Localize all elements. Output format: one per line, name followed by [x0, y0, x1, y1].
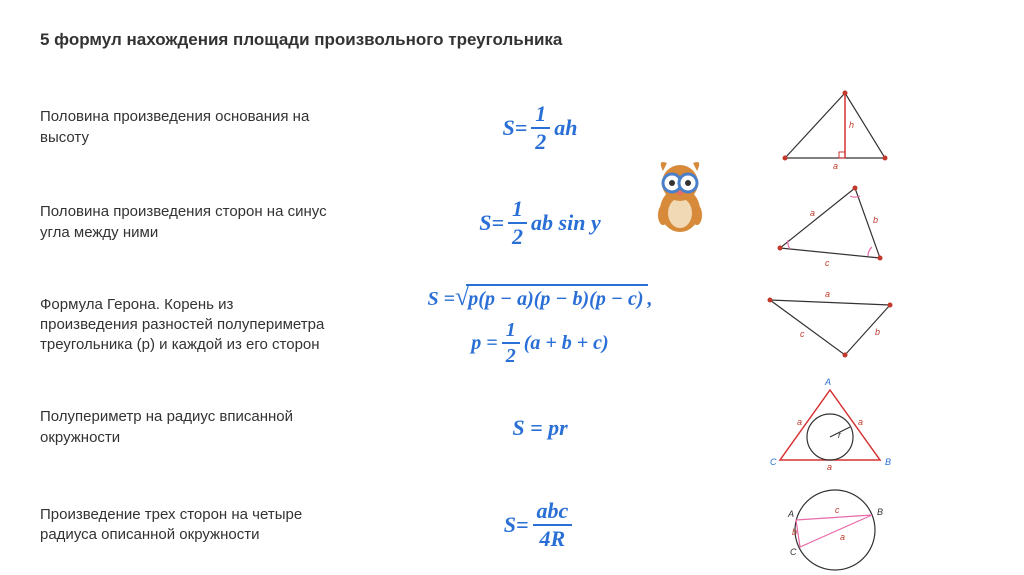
f3-p-pref: p = — [471, 332, 497, 355]
diagram-1: h a — [730, 83, 930, 173]
f3-frac: 1 2 — [502, 320, 520, 366]
f1-S: S — [502, 115, 514, 141]
diagram-4: A B C a a a r — [730, 380, 930, 475]
row-circumradius: Произведение трех сторон на четыре радиу… — [40, 475, 984, 575]
d5-C: C — [790, 547, 797, 557]
formula-5: S = abc 4R — [350, 500, 730, 550]
desc-4: Полупериметр на радиус вписанной окружно… — [40, 407, 350, 448]
formula-1: S = 1 2 ah — [350, 103, 730, 153]
f5-den: 4R — [536, 526, 570, 550]
f2-num: 1 — [508, 198, 527, 224]
d4-C: C — [770, 457, 777, 467]
formula-4: S = pr — [350, 415, 730, 441]
desc-5: Произведение трех сторон на четыре радиу… — [40, 505, 350, 546]
d2-b: b — [873, 215, 878, 225]
desc-1: Половина произведения основания на высот… — [40, 107, 350, 148]
diagram-2: a b c — [730, 178, 930, 268]
d4-A: A — [824, 377, 831, 387]
d5-A: A — [787, 509, 794, 519]
row-inradius: Полупериметр на радиус вписанной окружно… — [40, 380, 984, 475]
f3-sqrt-body: p(p − a)(p − b)(p − c) — [466, 284, 647, 314]
f5-frac: abc 4R — [533, 500, 573, 550]
formula-rows: Половина произведения основания на высот… — [40, 80, 984, 575]
d5-c: c — [835, 505, 840, 515]
row-sine: Половина произведения сторон на синус уг… — [40, 175, 984, 270]
f1-tail: ah — [554, 115, 577, 141]
d5-b: b — [792, 527, 797, 537]
f3-num: 1 — [502, 320, 520, 344]
f3-sqrt: √ p(p − a)(p − b)(p − c) — [455, 284, 647, 314]
d2-c: c — [825, 258, 830, 268]
f2-frac: 1 2 — [508, 198, 527, 248]
f5-num: abc — [533, 500, 573, 526]
f1-den: 2 — [531, 129, 550, 153]
f3-den: 2 — [502, 344, 520, 366]
d5-a: a — [840, 532, 845, 542]
desc-3: Формула Герона. Корень из произведения р… — [40, 295, 350, 356]
d3-a: a — [825, 289, 830, 299]
f2-S: S — [479, 210, 491, 236]
d1-h: h — [849, 120, 854, 130]
d4-a3: a — [827, 462, 832, 472]
d3-b: b — [875, 327, 880, 337]
d4-B: B — [885, 457, 891, 467]
d1-a: a — [833, 161, 838, 171]
f4-body: S = pr — [512, 415, 567, 441]
d4-a2: a — [858, 417, 863, 427]
desc-2: Половина произведения сторон на синус уг… — [40, 202, 350, 243]
f3-suff: , — [648, 288, 653, 311]
formula-3: S = √ p(p − a)(p − b)(p − c) , p = 1 2 (… — [350, 284, 730, 366]
diagram-3: a b c — [730, 285, 930, 365]
f3-tail: (a + b + c) — [524, 332, 609, 355]
f5-S: S — [504, 512, 516, 538]
row-base-height: Половина произведения основания на высот… — [40, 80, 984, 175]
f1-frac: 1 2 — [531, 103, 550, 153]
f1-eq: = — [515, 115, 528, 141]
d3-c: c — [800, 329, 805, 339]
d4-a1: a — [797, 417, 802, 427]
diagram-5: A B C a b c — [730, 475, 930, 575]
f5-eq: = — [516, 512, 529, 538]
d5-B: B — [877, 507, 883, 517]
f2-tail: ab sin y — [531, 210, 601, 236]
row-heron: Формула Герона. Корень из произведения р… — [40, 270, 984, 380]
mascot-icon — [645, 155, 715, 235]
f3-pref: S = — [427, 288, 455, 311]
f2-den: 2 — [508, 224, 527, 248]
d2-a: a — [810, 208, 815, 218]
f1-num: 1 — [531, 103, 550, 129]
page-title: 5 формул нахождения площади произвольног… — [40, 30, 984, 50]
f2-eq: = — [492, 210, 505, 236]
